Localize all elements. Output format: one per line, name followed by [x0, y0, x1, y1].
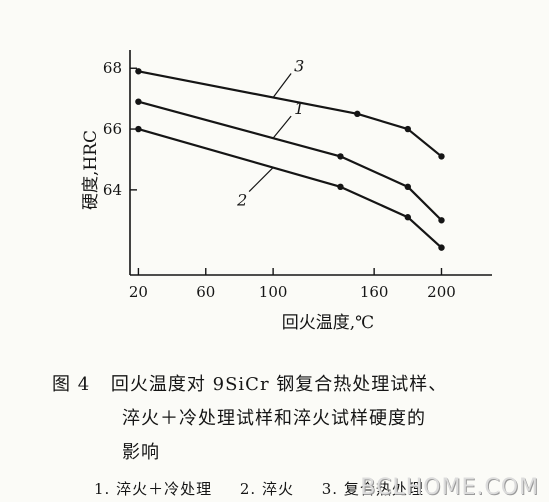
x-tick-label: 160: [360, 283, 389, 301]
caption-line-1: 图 4 回火温度对 9SiCr 钢复合热处理试样、: [52, 370, 447, 396]
data-point: [438, 217, 445, 224]
x-tick-label: 20: [129, 283, 148, 301]
data-point: [337, 153, 344, 160]
data-point: [337, 183, 344, 191]
series-tag-leader: [272, 73, 292, 98]
watermark: BCLHOME.COM: [360, 475, 539, 500]
data-point: [404, 183, 412, 191]
caption-text-3: 影响: [122, 442, 160, 463]
series-tag-leader: [272, 115, 292, 139]
legend: 1. 淬火＋冷处理 2. 淬火 3. 复合热处理: [94, 478, 446, 499]
series-tag-3: 3: [294, 56, 304, 75]
x-axis-label: 回火温度,℃: [282, 313, 374, 330]
figure-number: 图 4: [52, 374, 91, 395]
legend-item-3: 3. 复合热处理: [321, 480, 424, 498]
legend-item-1: 1. 淬火＋冷处理: [94, 480, 213, 498]
axes: 20 60 100 160 200 64 66 68: [103, 50, 492, 301]
x-tick-label: 100: [259, 283, 288, 301]
hardness-chart: 20 60 100 160 200 64 66 68 3 1 2 回火温度,℃ 硬度,HRC: [81, 50, 492, 330]
series-tag-1: 1: [294, 99, 304, 118]
data-point: [404, 125, 412, 133]
data-point: [135, 98, 142, 105]
data-point: [438, 153, 445, 160]
y-axis-label: 硬度,HRC: [81, 130, 101, 210]
series-line-1: [138, 100, 443, 222]
series-tag-leader: [248, 167, 274, 192]
x-tick-label: 60: [196, 283, 215, 301]
data-point: [404, 214, 412, 221]
series-tag-2: 2: [236, 191, 247, 210]
series-line-3: [138, 70, 443, 158]
x-tick-label: 200: [427, 283, 456, 301]
data-point: [438, 244, 445, 251]
data-point: [135, 68, 142, 75]
series-layer: 3 1 2: [135, 56, 445, 251]
caption-text-1: 回火温度对 9SiCr 钢复合热处理试样、: [110, 374, 448, 395]
y-tick-label: 66: [103, 120, 122, 138]
y-tick-label: 68: [103, 59, 122, 77]
data-point: [135, 125, 142, 133]
caption-line-3: 影响: [122, 438, 160, 464]
data-point: [354, 110, 361, 118]
caption-text-2: 淬火＋冷处理试样和淬火试样硬度的: [122, 408, 426, 429]
series-line-2: [138, 127, 443, 249]
legend-item-2: 2. 淬火: [239, 480, 294, 498]
caption-line-2: 淬火＋冷处理试样和淬火试样硬度的: [122, 404, 426, 430]
y-tick-label: 64: [103, 181, 122, 199]
